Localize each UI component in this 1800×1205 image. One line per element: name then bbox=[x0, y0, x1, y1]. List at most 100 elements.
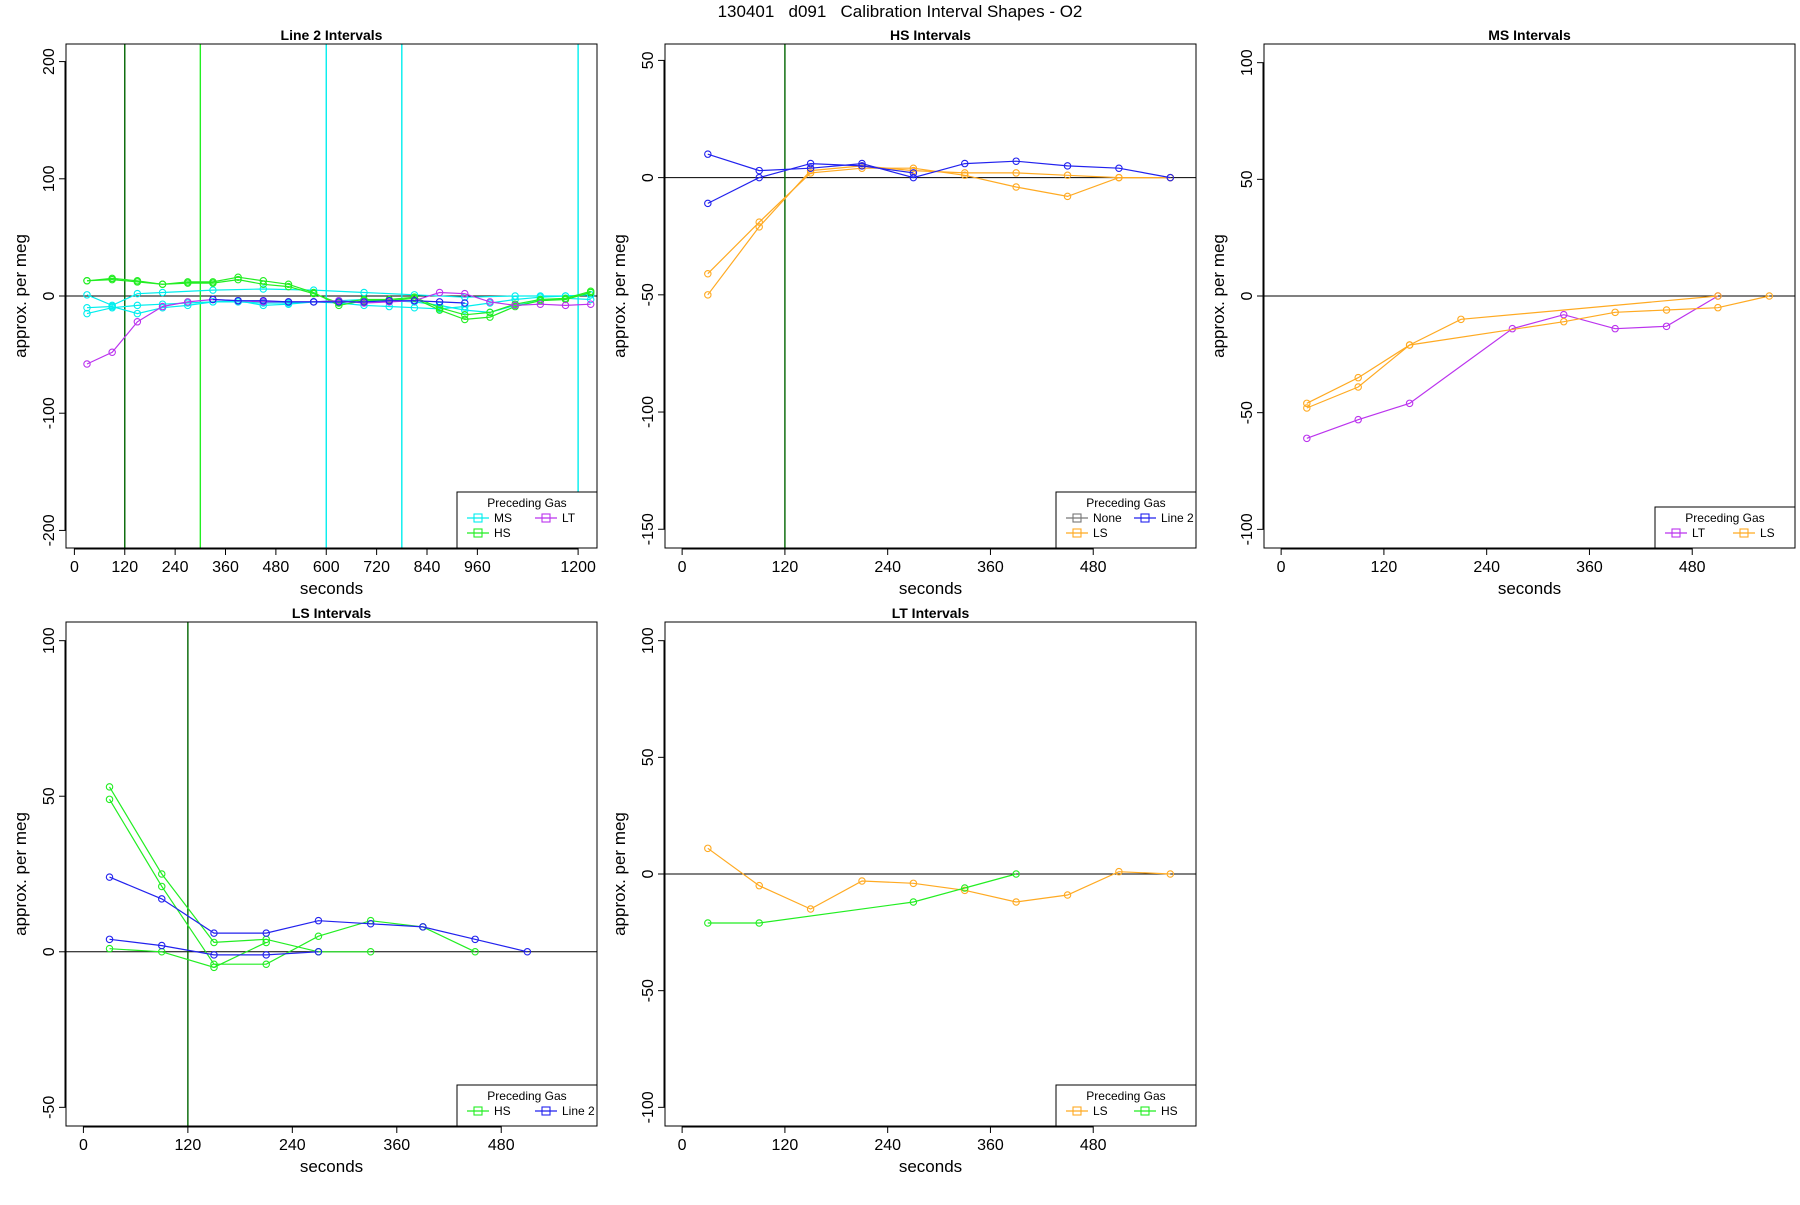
data-point bbox=[523, 948, 532, 956]
x-axis: 0 120 240 360 480 seconds bbox=[678, 1126, 1107, 1176]
legend-swatch-marker bbox=[1072, 528, 1082, 538]
data-point bbox=[586, 295, 595, 304]
data-point bbox=[755, 223, 763, 231]
data-point bbox=[83, 277, 91, 285]
data-point bbox=[1662, 306, 1671, 314]
series-line bbox=[86, 288, 591, 307]
data-point bbox=[461, 311, 469, 319]
legend-item-label: HS bbox=[494, 526, 511, 540]
x-tick-label: 240 bbox=[1473, 559, 1500, 576]
data-point bbox=[105, 944, 114, 953]
x-tick-label: 0 bbox=[678, 559, 687, 576]
legend-item-label: Line 2 bbox=[562, 1104, 595, 1118]
data-point bbox=[536, 300, 545, 308]
legend-box bbox=[1055, 491, 1197, 549]
data-point bbox=[471, 948, 479, 956]
data-point bbox=[209, 298, 217, 306]
data-point bbox=[210, 929, 218, 937]
data-point bbox=[105, 935, 114, 944]
y-tick-label: -100 bbox=[41, 397, 58, 429]
plot-frame bbox=[65, 621, 598, 1127]
y-tick-label: 50 bbox=[1239, 170, 1256, 188]
data-point bbox=[461, 289, 469, 298]
data-point bbox=[1662, 322, 1671, 331]
plot-area bbox=[665, 44, 1196, 548]
y-tick-label: 100 bbox=[640, 627, 657, 654]
data-point bbox=[1354, 415, 1362, 424]
x-tick-label: 360 bbox=[1576, 559, 1603, 576]
y-axis-label: approx. per meg bbox=[1209, 234, 1228, 358]
series-line bbox=[707, 165, 1171, 296]
x-tick-label: 0 bbox=[678, 1137, 687, 1154]
x-tick-label: 0 bbox=[1277, 559, 1286, 576]
data-point bbox=[209, 295, 217, 304]
data-point bbox=[961, 886, 969, 895]
series-line bbox=[707, 847, 1171, 910]
data-point bbox=[486, 308, 494, 317]
data-point bbox=[1063, 162, 1072, 170]
data-point bbox=[309, 298, 318, 306]
data-point bbox=[704, 919, 712, 927]
y-tick-label: 0 bbox=[640, 173, 657, 182]
data-point bbox=[1560, 317, 1568, 326]
data-point bbox=[1405, 341, 1414, 349]
series-line bbox=[212, 298, 465, 304]
data-point bbox=[158, 280, 167, 289]
data-point bbox=[83, 291, 91, 299]
x-tick-label: 120 bbox=[175, 1137, 202, 1154]
data-point bbox=[234, 275, 242, 284]
data-point bbox=[1611, 308, 1619, 317]
x-tick-label: 240 bbox=[162, 559, 189, 576]
data-point bbox=[210, 963, 218, 972]
x-tick-label: 480 bbox=[263, 559, 290, 576]
data-point bbox=[704, 844, 712, 853]
data-point bbox=[1012, 169, 1020, 177]
data-point bbox=[108, 348, 116, 357]
data-point bbox=[83, 360, 91, 368]
data-point bbox=[536, 295, 545, 304]
data-point bbox=[704, 150, 712, 158]
data-point bbox=[755, 881, 763, 890]
y-tick-label: 0 bbox=[640, 869, 657, 878]
y-axis-label: approx. per meg bbox=[11, 234, 30, 358]
data-point bbox=[314, 948, 323, 956]
x-axis-label: seconds bbox=[1498, 579, 1561, 598]
series-line bbox=[1306, 295, 1719, 439]
data-point bbox=[909, 898, 918, 906]
data-point bbox=[360, 288, 368, 297]
legend-swatch-marker bbox=[541, 1106, 551, 1116]
x-tick-label: 480 bbox=[488, 1137, 515, 1154]
data-point bbox=[284, 280, 293, 289]
y-axis-label: approx. per meg bbox=[11, 812, 30, 936]
y-tick-label: 0 bbox=[41, 947, 58, 956]
y-tick-label: -50 bbox=[640, 283, 657, 306]
legend-swatch-marker bbox=[1072, 1106, 1082, 1116]
y-tick-label: 0 bbox=[1239, 291, 1256, 300]
data-point bbox=[314, 932, 323, 940]
data-point bbox=[133, 318, 142, 326]
data-point bbox=[385, 296, 393, 305]
panel-title: Line 2 Intervals bbox=[281, 27, 383, 43]
data-point bbox=[909, 879, 918, 888]
legend-swatch-marker bbox=[1072, 513, 1082, 523]
x-axis: 0 120 240 360 480 seconds bbox=[1277, 548, 1706, 598]
x-tick-label: 240 bbox=[874, 559, 901, 576]
data-point bbox=[1166, 173, 1175, 182]
data-point bbox=[704, 291, 712, 299]
y-tick-label: 100 bbox=[41, 165, 58, 192]
x-axis: 0 120 240 360 480 seconds bbox=[678, 548, 1107, 598]
x-tick-label: 840 bbox=[414, 559, 441, 576]
x-tick-label: 120 bbox=[111, 559, 138, 576]
data-point bbox=[1405, 399, 1414, 408]
data-point bbox=[1765, 292, 1774, 300]
series-line bbox=[707, 162, 914, 204]
data-point bbox=[419, 923, 427, 931]
data-point bbox=[586, 300, 595, 308]
legend-swatch-marker bbox=[541, 513, 551, 523]
data-point bbox=[755, 173, 763, 182]
y-tick-label: 50 bbox=[640, 748, 657, 766]
legend-title: Preceding Gas bbox=[1086, 496, 1165, 510]
panel-title: HS Intervals bbox=[890, 27, 971, 43]
